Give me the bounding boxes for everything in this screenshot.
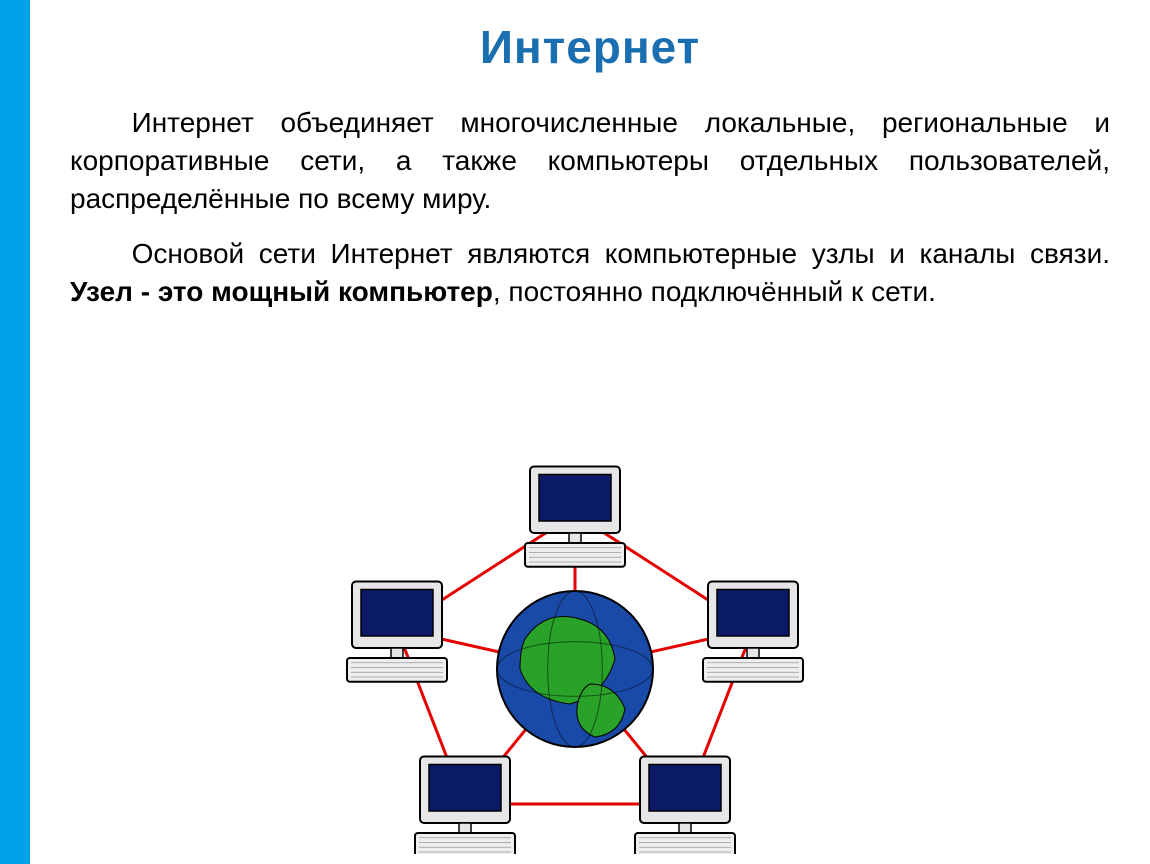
left-accent-stripe — [0, 0, 30, 864]
computer-icon — [525, 467, 625, 567]
computer-icon — [415, 757, 515, 855]
paragraph-2-before: Основой сети Интернет являются компьютер… — [132, 238, 1110, 269]
paragraph-1-text: Интернет объединяет многочисленные локал… — [70, 107, 1110, 214]
paragraph-1: Интернет объединяет многочисленные локал… — [70, 104, 1110, 217]
computer-icon — [703, 582, 803, 682]
slide-content: Интернет Интернет объединяет многочислен… — [70, 20, 1110, 329]
paragraph-2-after: , постоянно подключённый к сети. — [493, 276, 936, 307]
network-diagram — [315, 454, 835, 854]
paragraph-2: Основой сети Интернет являются компьютер… — [70, 235, 1110, 311]
computer-icon — [635, 757, 735, 855]
slide-title: Интернет — [70, 20, 1110, 74]
computer-icon — [347, 582, 447, 682]
paragraph-2-bold: Узел - это мощный компьютер — [70, 276, 493, 307]
globe-icon — [497, 591, 653, 747]
